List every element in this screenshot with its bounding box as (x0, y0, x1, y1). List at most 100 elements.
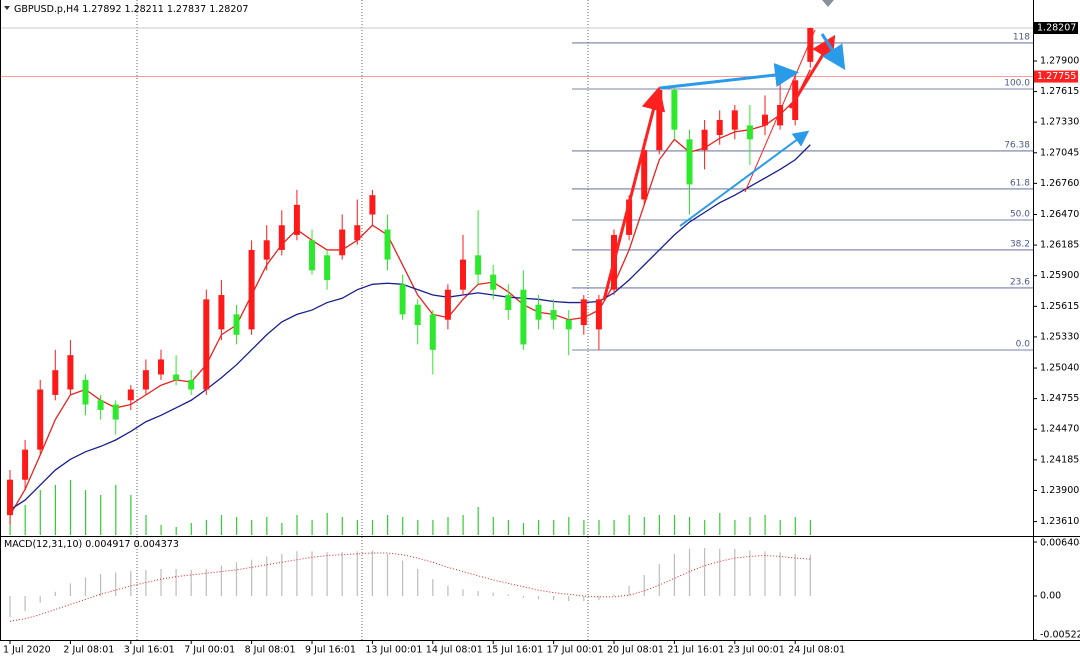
volume-bar (236, 517, 238, 535)
macd-bar (100, 574, 102, 597)
macd-bar (628, 585, 630, 597)
volume-bar (447, 517, 449, 535)
y-tick-label: 1.23900 (1040, 485, 1079, 496)
dropdown-icon (4, 6, 10, 10)
volume-bar (507, 520, 509, 535)
volume-bar (69, 480, 72, 535)
candle-body (580, 299, 587, 326)
candle-body (595, 299, 602, 330)
candle-body (293, 204, 300, 235)
macd-bar (688, 548, 691, 597)
candle-body (565, 319, 572, 330)
macd-bar (296, 551, 298, 597)
y-tick-label: 1.24755 (1040, 393, 1079, 404)
candle-body (97, 400, 104, 410)
volume-bar (39, 490, 41, 535)
blue-arrow (679, 130, 810, 227)
x-tick-label: 21 Jul 16:01 (667, 645, 724, 656)
candle-body (671, 89, 678, 130)
fib-label: 118 (1013, 32, 1030, 42)
blue-arrow (659, 63, 799, 90)
candle-body (218, 295, 225, 330)
volume-bar (613, 520, 615, 535)
fib-label: 0.0 (1016, 340, 1031, 350)
volume-bar (568, 517, 570, 535)
macd-bar (507, 594, 509, 597)
macd-bar (794, 553, 796, 597)
macd-bar (311, 551, 313, 597)
candle-body (460, 259, 466, 290)
fib-label: 76.38 (1004, 140, 1030, 150)
x-tick-label: 1 Jul 2020 (3, 645, 51, 656)
candle-body (82, 379, 89, 405)
volume-bar (54, 485, 56, 535)
candle-body (127, 389, 134, 401)
candle-body (429, 314, 436, 350)
y-tick-label: 1.25330 (1040, 331, 1079, 342)
fib-label: 23.6 (1010, 277, 1030, 287)
candle-body (278, 225, 285, 250)
volume-bar (281, 523, 283, 535)
chart-title: GBPUSD.p,H4 1.27892 1.28211 1.27837 1.28… (14, 4, 248, 15)
trend-drawings (602, 0, 846, 301)
x-tick-label: 9 Jul 16:01 (305, 645, 356, 656)
candle-body (203, 299, 210, 390)
candle-body (233, 314, 240, 335)
y-tick-label: 1.24470 (1040, 424, 1079, 435)
candle-body (309, 240, 315, 271)
volume-bar (9, 515, 11, 535)
candle-body (490, 274, 497, 290)
volume-bar (794, 517, 796, 535)
macd-bar (220, 565, 222, 597)
candle-body (641, 150, 648, 200)
volume-bar (371, 520, 374, 535)
x-tick-label: 14 Jul 08:01 (426, 645, 483, 656)
close-value: 1.28207 (209, 4, 248, 15)
macd-bar (749, 550, 751, 597)
high-value: 1.28211 (125, 4, 164, 15)
macd-bar (477, 590, 479, 597)
candle-body (399, 284, 406, 315)
blue-arrow (820, 33, 846, 71)
volume-bar (734, 520, 736, 535)
macd-bar (658, 563, 660, 597)
y-tick-label: 1.27330 (1040, 117, 1079, 128)
macd-bar (356, 551, 358, 597)
volume-bar (432, 520, 434, 535)
macd-bar (130, 570, 132, 597)
candle-body (762, 114, 768, 126)
y-tick-label: 0.00 (1040, 591, 1061, 602)
y-tick-label: 1.26470 (1040, 209, 1079, 220)
red-line (744, 29, 816, 193)
candle-body (686, 139, 693, 185)
volume-bar (251, 520, 253, 535)
y-tick-label: 1.24185 (1040, 454, 1079, 465)
candle-body (7, 479, 13, 516)
low-value: 1.27837 (167, 4, 206, 15)
volume-bar (553, 520, 555, 535)
volume-bar (704, 520, 706, 535)
macd-bar (341, 552, 343, 597)
macd-bar (84, 577, 87, 597)
x-tick-label: 20 Jul 08:01 (607, 645, 664, 656)
volume-bar (220, 515, 223, 535)
macd-bar (39, 596, 41, 603)
candle-body (188, 379, 195, 390)
macd-bar (326, 552, 328, 597)
volume-bar (266, 517, 268, 535)
macd-bar (447, 585, 449, 597)
macd-bar (266, 556, 268, 597)
candle-body (142, 370, 149, 390)
x-tick-label: 23 Jul 00:01 (728, 645, 785, 656)
volume-bar (689, 517, 691, 535)
candle-body (656, 89, 663, 151)
volume-bar (809, 520, 811, 535)
macd-bar (251, 559, 253, 597)
volume-bar (492, 517, 494, 535)
candle-body (339, 229, 346, 256)
macd-bar (432, 579, 434, 597)
frame (0, 0, 1080, 641)
moving-average (9, 69, 811, 516)
